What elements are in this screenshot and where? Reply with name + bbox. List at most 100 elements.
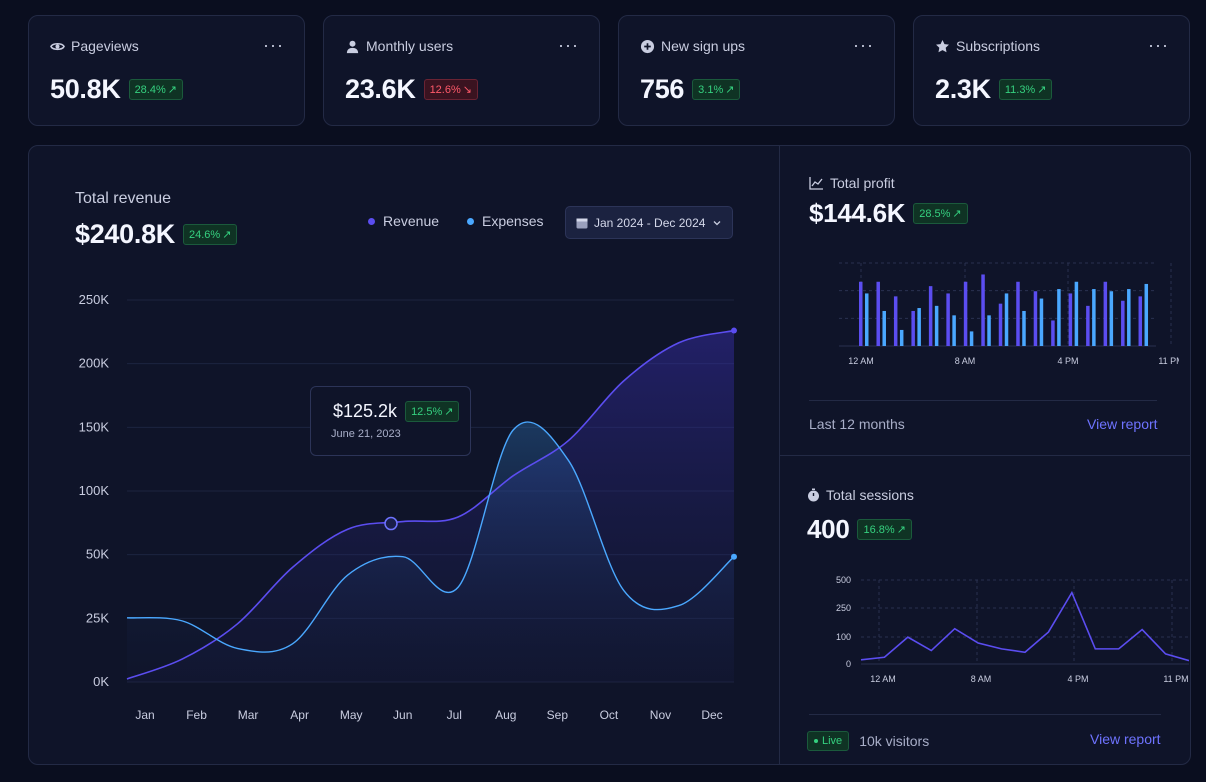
x-tick-label: 12 AM	[848, 356, 874, 366]
arrow-up-right-icon: ↗	[222, 229, 232, 241]
sessions-line	[860, 590, 1189, 662]
x-tick-label: Sep	[547, 708, 569, 722]
main-panel: Total revenue $240.8K 24.6% ↗ Revenue Exp…	[28, 145, 1191, 765]
legend-dot-icon	[467, 217, 474, 225]
stat-label: New sign ups	[661, 38, 746, 54]
arrow-up-right-icon: ↗	[952, 208, 962, 220]
bar	[917, 308, 921, 346]
bar	[1103, 281, 1108, 346]
more-options-icon[interactable]: ···	[1148, 35, 1169, 55]
revenue-value: $240.8K	[75, 219, 175, 249]
more-options-icon[interactable]: ···	[558, 35, 579, 55]
change-badge: 11.3% ↗	[998, 79, 1053, 100]
more-options-icon[interactable]: ···	[853, 35, 874, 55]
y-tick-label: 0	[846, 659, 851, 669]
visitors-count: 10k visitors	[859, 733, 930, 749]
divider	[809, 714, 1161, 715]
x-tick-label: Apr	[290, 708, 309, 722]
profit-view-report-link[interactable]: View report	[1087, 416, 1158, 432]
x-tick-label: Feb	[186, 708, 207, 722]
bar	[1039, 298, 1044, 346]
x-tick-label: Aug	[495, 708, 516, 722]
x-tick-label: Oct	[600, 708, 619, 722]
legend-revenue[interactable]: Revenue	[368, 213, 439, 229]
bar	[865, 293, 869, 346]
stat-value: 23.6K	[345, 74, 416, 104]
arrow-up-right-icon: ↗	[896, 524, 906, 536]
bar	[952, 315, 956, 346]
arrow-down-right-icon: ↘	[462, 84, 472, 96]
x-tick-label: Jul	[447, 708, 462, 722]
stopwatch-icon	[808, 488, 819, 502]
arrow-up-right-icon: ↗	[725, 84, 735, 96]
divider	[779, 146, 780, 764]
y-tick-label: 50K	[86, 547, 109, 562]
tooltip-date: June 21, 2023	[331, 428, 401, 440]
change-badge: 28.5% ↗	[913, 203, 968, 224]
profit-footer: Last 12 months	[809, 416, 905, 432]
bar	[963, 281, 968, 346]
bar	[987, 315, 991, 346]
x-tick-label: May	[340, 708, 363, 722]
stat-label: Subscriptions	[956, 38, 1041, 54]
x-tick-label: 8 AM	[955, 356, 976, 366]
chevron-down-icon	[713, 220, 721, 225]
bar	[899, 329, 904, 346]
bar	[1016, 281, 1020, 346]
x-tick-label: 4 PM	[1057, 356, 1078, 366]
y-tick-label: 500	[836, 575, 851, 585]
stat-card-pageviews: Pageviews ··· 50.8K 28.4% ↗	[28, 15, 305, 126]
x-tick-label: Mar	[238, 708, 259, 722]
x-tick-label: 12 AM	[870, 674, 896, 684]
sessions-view-report-link[interactable]: View report	[1090, 731, 1161, 747]
bar	[859, 281, 863, 346]
date-range-select[interactable]: Jan 2024 - Dec 2024	[565, 206, 733, 239]
x-tick-label: Jan	[135, 708, 154, 722]
sessions-chart: 0 100 250 500 12 AM 8 AM 4 PM 11 PM	[836, 575, 1189, 684]
sessions-title: Total sessions	[826, 487, 914, 503]
change-badge: 12.6% ↘	[423, 79, 478, 100]
divider	[809, 400, 1157, 401]
bar	[1138, 296, 1143, 346]
y-tick-label: 100	[836, 632, 851, 642]
bar	[1057, 289, 1061, 346]
chart-tooltip: $125.2k 12.5% ↗ June 21, 2023	[310, 386, 471, 456]
x-tick-label: 4 PM	[1067, 674, 1088, 684]
bar	[1022, 310, 1026, 346]
legend-expenses[interactable]: Expenses	[467, 213, 543, 229]
divider	[780, 455, 1191, 456]
bar	[928, 286, 933, 346]
bar	[946, 293, 950, 346]
trending-up-chart-icon	[809, 177, 823, 190]
stat-card-subscriptions: Subscriptions ··· 2.3K 11.3% ↗	[913, 15, 1190, 126]
change-badge: 12.5% ↗	[405, 401, 460, 422]
change-badge: 24.6% ↗	[182, 224, 238, 245]
change-badge: 16.8% ↗	[857, 519, 912, 540]
bar	[1144, 283, 1149, 346]
bar	[1004, 293, 1009, 346]
change-badge: 28.4% ↗	[128, 79, 183, 100]
bar	[934, 305, 939, 346]
bar	[1051, 320, 1055, 346]
arrow-up-right-icon: ↗	[167, 84, 177, 96]
x-tick-label: 11 PM	[1163, 674, 1188, 684]
hover-point[interactable]	[384, 516, 398, 531]
bar	[876, 281, 880, 346]
eye-icon	[50, 42, 65, 50]
x-tick-label: Nov	[650, 708, 671, 722]
y-tick-label: 200K	[79, 356, 110, 371]
bar	[1121, 300, 1125, 346]
stat-label: Pageviews	[71, 38, 139, 54]
x-tick-label: 11 PM	[1158, 356, 1179, 366]
live-badge: Live	[807, 731, 850, 751]
bar	[882, 310, 886, 346]
y-tick-label: 25K	[86, 610, 109, 625]
change-badge: 3.1% ↗	[692, 79, 741, 100]
arrow-up-right-icon: ↗	[1037, 84, 1047, 96]
bar	[998, 303, 1003, 346]
stat-card-new-sign-ups: New sign ups ··· 756 3.1% ↗	[618, 15, 895, 126]
more-options-icon[interactable]: ···	[263, 35, 284, 55]
x-tick-label: 8 AM	[971, 674, 992, 684]
expenses-line	[126, 421, 735, 653]
bar	[1033, 291, 1038, 346]
